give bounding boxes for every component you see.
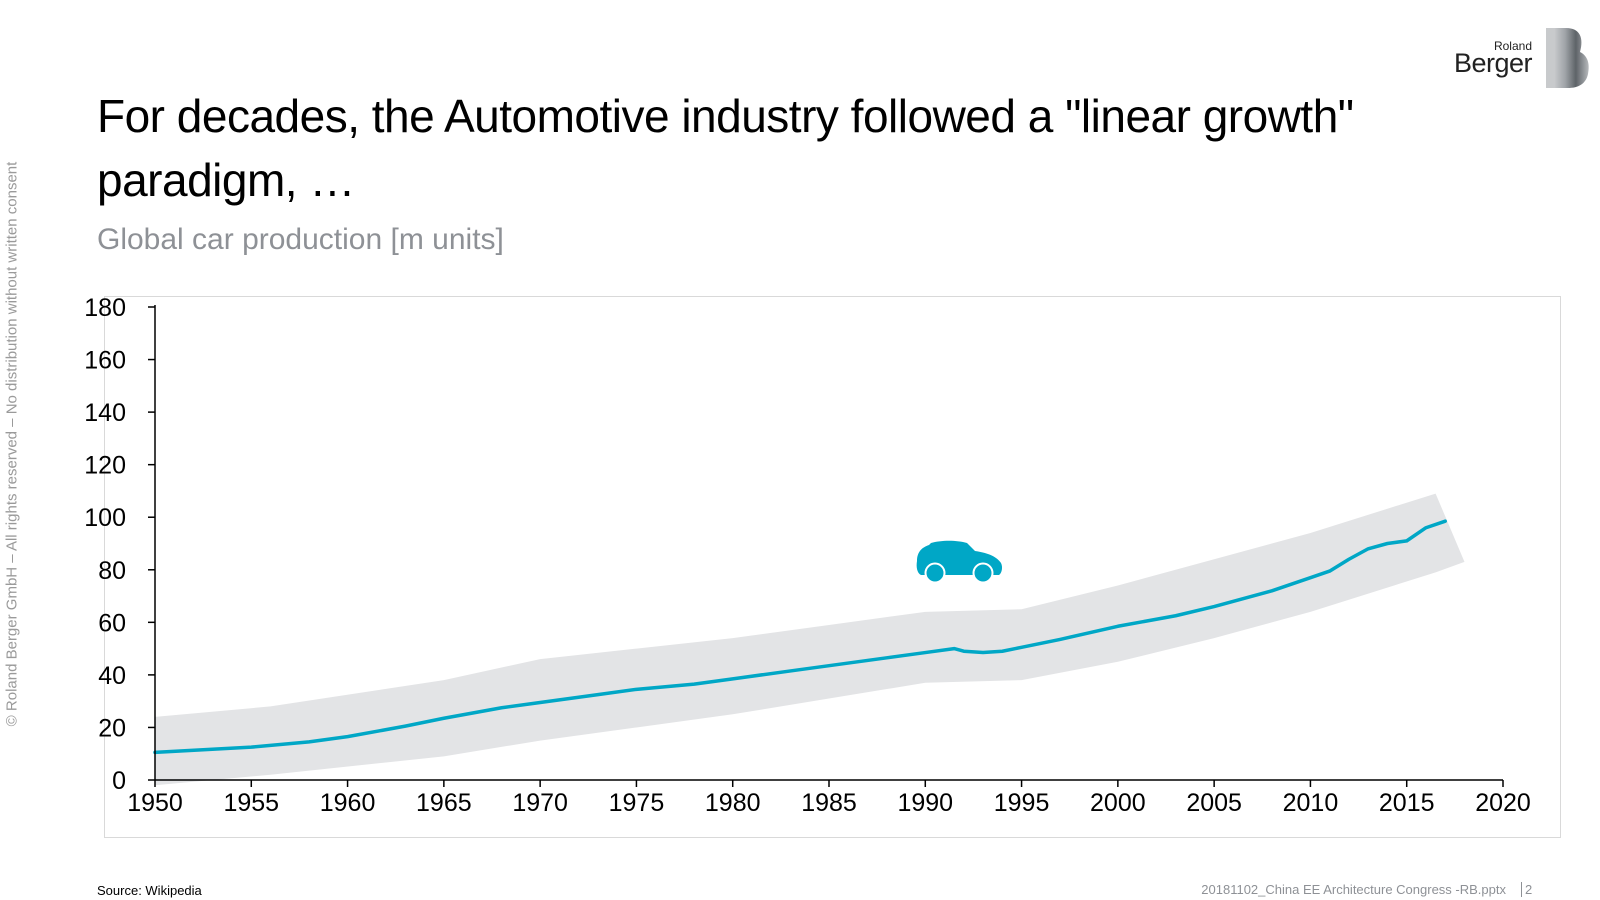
x-tick-label: 1990 [897, 789, 953, 817]
page-title: For decades, the Automotive industry fol… [97, 90, 1354, 206]
y-tick-label: 120 [84, 452, 126, 480]
y-tick-label: 20 [98, 714, 126, 742]
logo-b-mark [1546, 28, 1589, 88]
production-line [153, 519, 1447, 755]
x-tick-label: 2005 [1186, 789, 1242, 817]
source-note: Source: Wikipedia [97, 883, 202, 898]
x-tick-label: 1975 [609, 789, 665, 817]
y-tick-label: 160 [84, 347, 126, 375]
car-icon [916, 540, 1003, 584]
band-layer [155, 493, 1465, 786]
x-tick-label: 2020 [1475, 789, 1531, 817]
y-tick-label: 140 [84, 399, 126, 427]
file-name: 20181102_China EE Architecture Congress … [1201, 882, 1506, 897]
production-chart: 0 20 40 60 80 100 120 140 160 180 1950 1955 1960 1965… [84, 294, 1531, 817]
x-tick-label: 1970 [512, 789, 568, 817]
chart-title: Global car production [m units] [97, 223, 504, 256]
x-tick-label: 1985 [801, 789, 857, 817]
x-tick-label: 2000 [1090, 789, 1146, 817]
x-tick-label: 1955 [223, 789, 279, 817]
x-tick-label: 2015 [1379, 789, 1435, 817]
y-tick-label: 100 [84, 504, 126, 532]
y-tick-label: 40 [98, 662, 126, 690]
y-tick-label: 80 [98, 557, 126, 585]
line-layer [153, 519, 1447, 755]
y-tick-label: 60 [98, 609, 126, 637]
chart-frame [104, 296, 1561, 838]
roland-berger-logo: Roland Berger [1448, 28, 1590, 90]
page-number: 2 [1521, 882, 1532, 897]
x-tick-label: 1980 [705, 789, 761, 817]
x-tick-label: 2010 [1283, 789, 1339, 817]
y-tick-label: 180 [84, 294, 126, 322]
logo-text-small: Roland [1493, 39, 1532, 53]
logo-text-big: Berger [1453, 48, 1533, 78]
x-tick-label: 1950 [127, 789, 183, 817]
x-tick-label: 1965 [416, 789, 472, 817]
axis-layer: 0 20 40 60 80 100 120 140 160 180 1950 1955 1960 1965… [84, 294, 1531, 817]
growth-band [155, 493, 1465, 786]
x-tick-label: 1995 [994, 789, 1050, 817]
y-tick-label: 0 [112, 767, 126, 795]
x-tick-label: 1960 [320, 789, 376, 817]
